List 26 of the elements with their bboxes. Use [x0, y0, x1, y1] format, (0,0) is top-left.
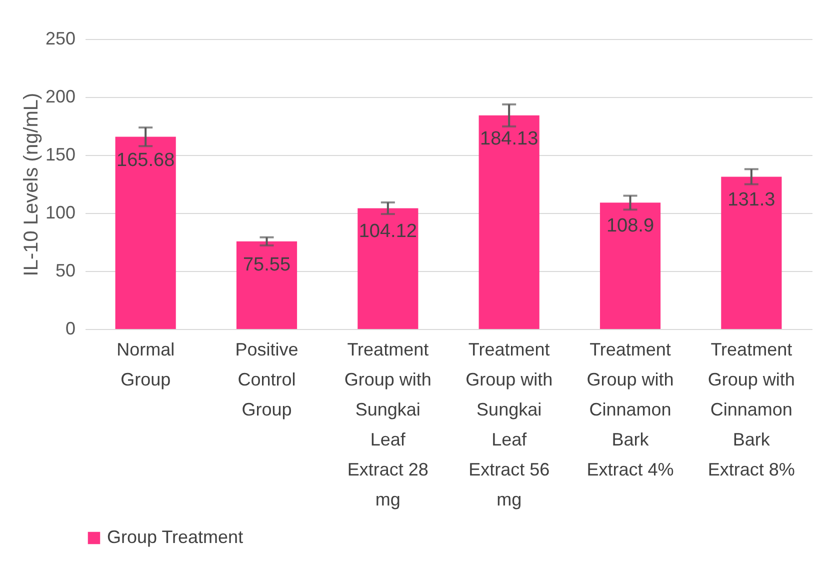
legend-label: Group Treatment: [107, 527, 244, 547]
y-tick-label: 250: [45, 28, 76, 48]
bar: [358, 208, 418, 329]
data-label: 108.9: [606, 216, 654, 237]
x-tick-label: Normal Group: [116, 340, 175, 390]
data-label: 75.55: [242, 254, 291, 276]
x-tick-label: Treatment Group with Cinnamon Bark Extract 4%: [586, 340, 674, 480]
bar: [478, 115, 540, 329]
x-tick-label: Treatment Group with Cinnamon Bark Extract 8%: [708, 340, 795, 480]
y-tick-label: 0: [65, 318, 76, 338]
bar: [721, 176, 782, 329]
y-tick-label: 150: [45, 144, 76, 164]
data-label: 184.13: [480, 128, 538, 150]
data-label: 131.3: [728, 190, 776, 211]
data-label: 104.12: [358, 221, 417, 242]
data-label: 165.68: [116, 150, 175, 171]
y-tick-label: 200: [45, 86, 76, 106]
x-tick-label: Treatment Group with Sungkai Leaf Extract 28 mg: [344, 340, 432, 510]
y-tick-label: 50: [55, 260, 76, 280]
x-tick-label: Positive Control Group: [235, 340, 298, 420]
bar: [236, 241, 298, 329]
bar: [115, 136, 176, 329]
bar: [600, 202, 661, 329]
y-tick-label: 100: [45, 202, 76, 222]
y-axis-title: IL-10 Levels (ng/mL): [20, 92, 42, 276]
x-tick-label: Treatment Group with Sungkai Leaf Extract 56 mg: [466, 340, 553, 510]
